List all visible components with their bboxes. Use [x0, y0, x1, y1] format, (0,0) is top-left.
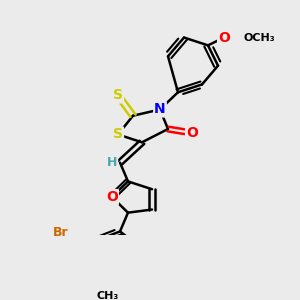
Text: CH₃: CH₃ — [97, 291, 119, 300]
Text: Br: Br — [52, 226, 68, 239]
Text: S: S — [113, 88, 123, 102]
Text: S: S — [113, 128, 123, 142]
Text: H: H — [107, 156, 117, 169]
Text: O: O — [186, 126, 198, 140]
Text: N: N — [154, 103, 166, 116]
Text: O: O — [106, 190, 118, 204]
Text: O: O — [218, 31, 230, 44]
Text: OCH₃: OCH₃ — [244, 32, 276, 43]
